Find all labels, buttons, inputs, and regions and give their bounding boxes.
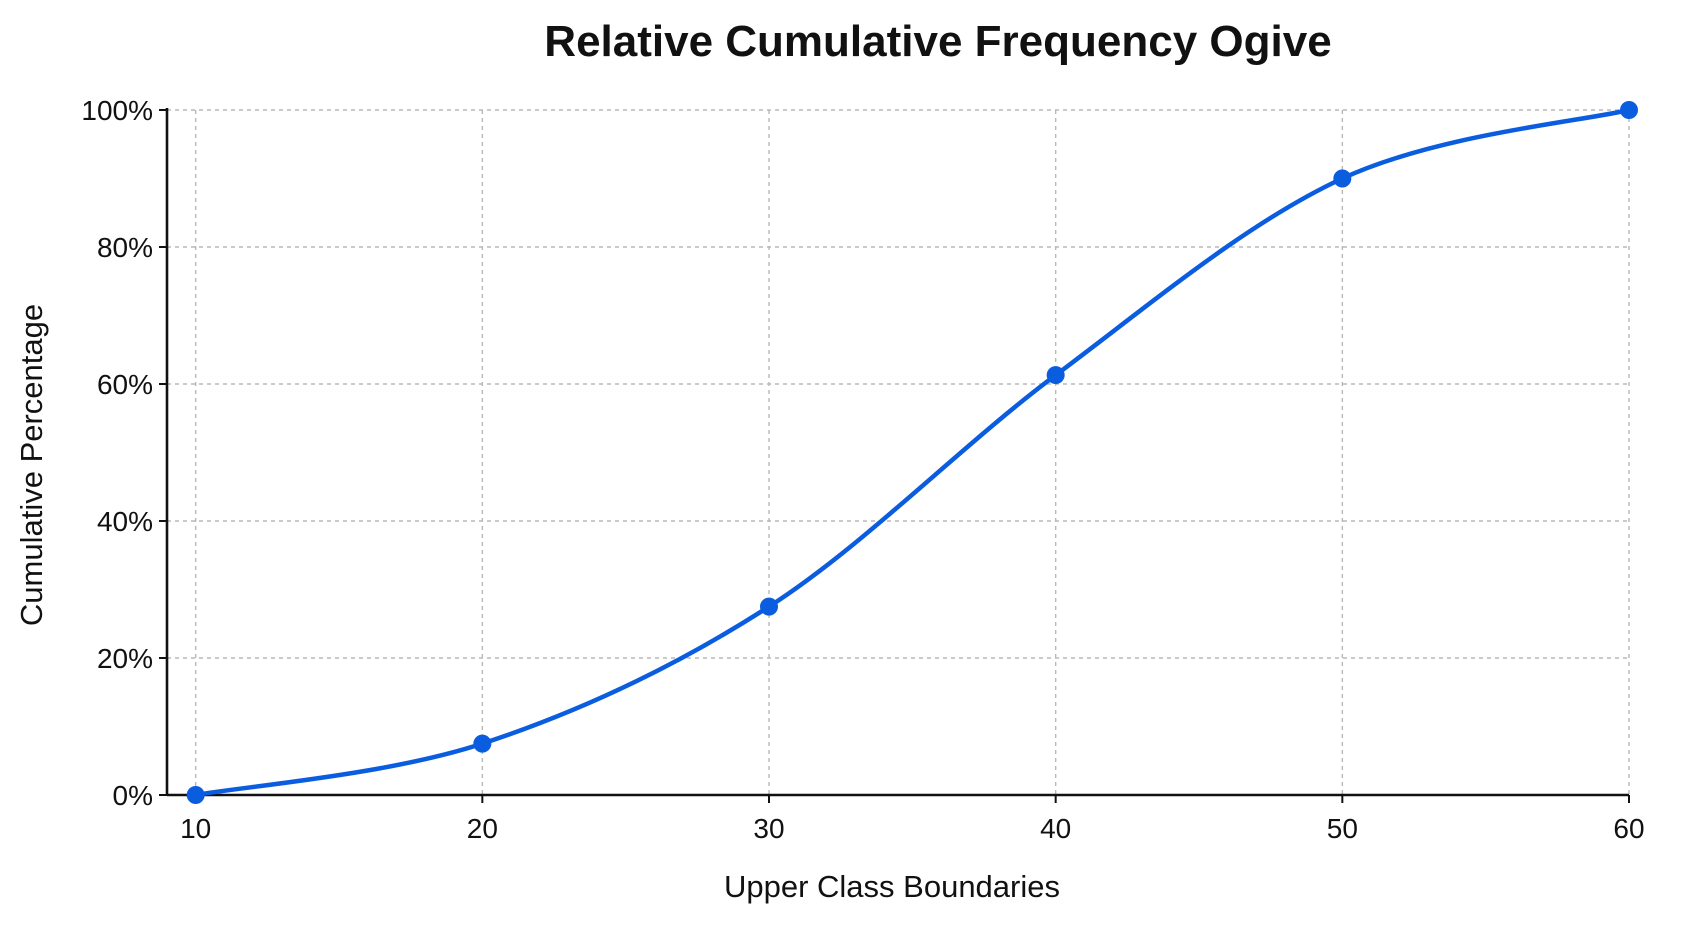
data-point-30[interactable]: [760, 597, 778, 616]
y-tick-label: 20%: [97, 643, 153, 674]
x-tick-label: 30: [753, 813, 784, 844]
y-axis-label: Cumulative Percentage: [14, 304, 49, 626]
y-tick-label: 100%: [81, 95, 153, 126]
axes: [159, 108, 1630, 803]
x-tick-label: 20: [467, 813, 498, 844]
data-point-40[interactable]: [1046, 366, 1065, 385]
data-point-60[interactable]: [1620, 101, 1638, 119]
grid-lines: [167, 109, 1630, 795]
data-point-50[interactable]: [1333, 169, 1352, 188]
series-layer: [186, 101, 1638, 804]
tick-labels: 0% 20% 40% 60% 80% 100% 10 20 30 40 50 60: [81, 95, 1644, 844]
data-point-10[interactable]: [186, 786, 205, 804]
x-tick-label: 40: [1040, 813, 1071, 844]
chart-title: Relative Cumulative Frequency Ogive: [544, 17, 1331, 66]
y-tick-label: 80%: [97, 232, 153, 263]
ogive-line: [193, 107, 1632, 798]
x-axis-label: Upper Class Boundaries: [724, 869, 1060, 904]
y-tick-label: 0%: [113, 780, 153, 811]
x-tick-label: 50: [1327, 813, 1358, 844]
x-tick-label: 10: [180, 813, 211, 844]
x-tick-label: 60: [1613, 813, 1644, 844]
data-point-20[interactable]: [473, 734, 492, 753]
y-tick-label: 60%: [97, 369, 153, 400]
y-tick-label: 40%: [97, 506, 153, 537]
